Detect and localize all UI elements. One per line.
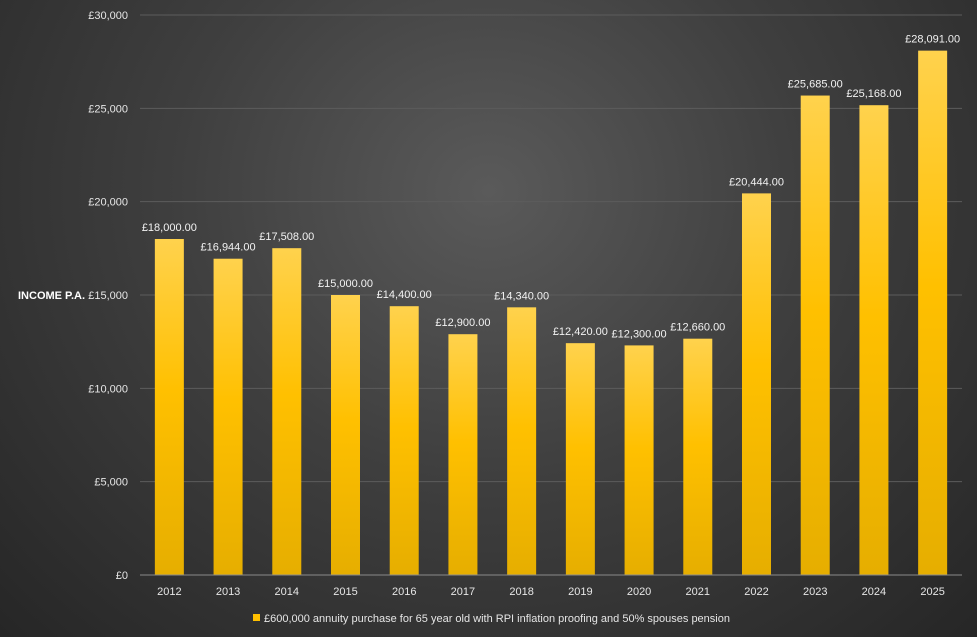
data-label-2015: £15,000.00 <box>318 278 373 290</box>
data-label-2021: £12,660.00 <box>670 322 725 334</box>
bar-2024 <box>859 105 889 576</box>
legend: £600,000 annuity purchase for 65 year ol… <box>253 613 730 625</box>
y-tick-label: £0 <box>116 570 128 582</box>
data-label-2025: £28,091.00 <box>905 34 960 46</box>
bar-2023 <box>800 95 830 576</box>
bar-2018 <box>507 307 537 575</box>
x-tick-label: 2017 <box>451 586 475 598</box>
x-tick-label: 2016 <box>392 586 416 598</box>
x-tick-label: 2018 <box>509 586 533 598</box>
x-tick-label: 2014 <box>275 586 299 598</box>
bar-2022 <box>742 193 771 575</box>
bar-2014 <box>272 248 302 575</box>
legend-label: £600,000 annuity purchase for 65 year ol… <box>264 613 730 625</box>
y-tick-label: £20,000 <box>88 197 128 209</box>
data-label-2023: £25,685.00 <box>788 79 843 91</box>
data-label-2017: £12,900.00 <box>435 317 490 329</box>
data-label-2013: £16,944.00 <box>201 242 256 254</box>
data-label-2024: £25,168.00 <box>846 88 901 100</box>
x-tick-label: 2020 <box>627 586 651 598</box>
data-label-2016: £14,400.00 <box>377 289 432 301</box>
x-axis-ticks: 2012 2013 2014 2015 2016 2017 2018 2019 2020 2021… <box>157 586 945 598</box>
data-label-2012: £18,000.00 <box>142 222 197 234</box>
bar-2020 <box>624 345 654 575</box>
data-label-2014: £17,508.00 <box>259 231 314 243</box>
x-tick-label: 2025 <box>920 586 944 598</box>
data-label-2019: £12,420.00 <box>553 326 608 338</box>
y-axis-label: INCOME P.A. <box>18 290 85 302</box>
bar-2017 <box>448 334 478 575</box>
bar-2015 <box>331 295 360 575</box>
x-tick-label: 2015 <box>333 586 357 598</box>
y-tick-label: £10,000 <box>88 383 128 395</box>
y-tick-label: £15,000 <box>88 290 128 302</box>
bars <box>154 50 948 576</box>
y-axis-ticks: £0 £5,000 £10,000 £15,000 £20,000 £25,000 £30,… <box>88 10 128 582</box>
x-tick-label: 2022 <box>744 586 768 598</box>
data-labels: £18,000.00 £16,944.00£17,508.00 £15,000.00… <box>142 34 960 341</box>
legend-swatch <box>253 614 260 621</box>
x-tick-label: 2012 <box>157 586 181 598</box>
x-tick-label: 2019 <box>568 586 592 598</box>
bar-2013 <box>213 258 243 575</box>
x-tick-label: 2021 <box>686 586 710 598</box>
x-tick-label: 2023 <box>803 586 827 598</box>
bar-2019 <box>565 343 595 575</box>
data-label-2020: £12,300.00 <box>612 328 667 340</box>
y-tick-label: £5,000 <box>94 477 128 489</box>
bar-2016 <box>389 306 419 575</box>
y-tick-label: £30,000 <box>88 10 128 22</box>
data-label-2018: £14,340.00 <box>494 290 549 302</box>
data-label-2022: £20,444.00 <box>729 176 784 188</box>
x-tick-label: 2013 <box>216 586 240 598</box>
bar-2025 <box>918 50 948 576</box>
bar-2021 <box>683 338 713 575</box>
y-tick-label: £25,000 <box>88 103 128 115</box>
x-tick-label: 2024 <box>862 586 886 598</box>
bar-2012 <box>154 239 184 575</box>
